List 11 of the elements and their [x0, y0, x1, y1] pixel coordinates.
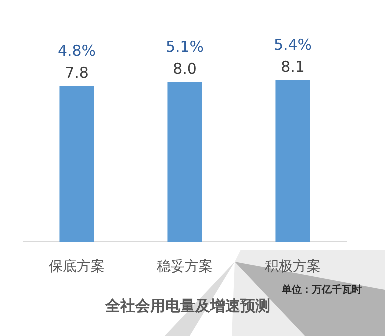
data-label: 8.0 — [173, 60, 197, 78]
text: 单位：万亿千瓦时 — [281, 284, 362, 296]
data-label: 7.8 — [65, 64, 89, 82]
x-tick-label: 积极方案 — [265, 258, 321, 275]
annotation: 4.8% — [58, 42, 96, 60]
data-label: 8.1 — [281, 58, 305, 76]
annotation: 5.1% — [166, 38, 204, 56]
annotation: 5.4% — [274, 36, 312, 54]
text: 全社会用电量及增速预测 — [104, 297, 270, 315]
x-tick-label: 保底方案 — [49, 258, 105, 275]
x-tick-label: 稳妥方案 — [157, 258, 213, 275]
